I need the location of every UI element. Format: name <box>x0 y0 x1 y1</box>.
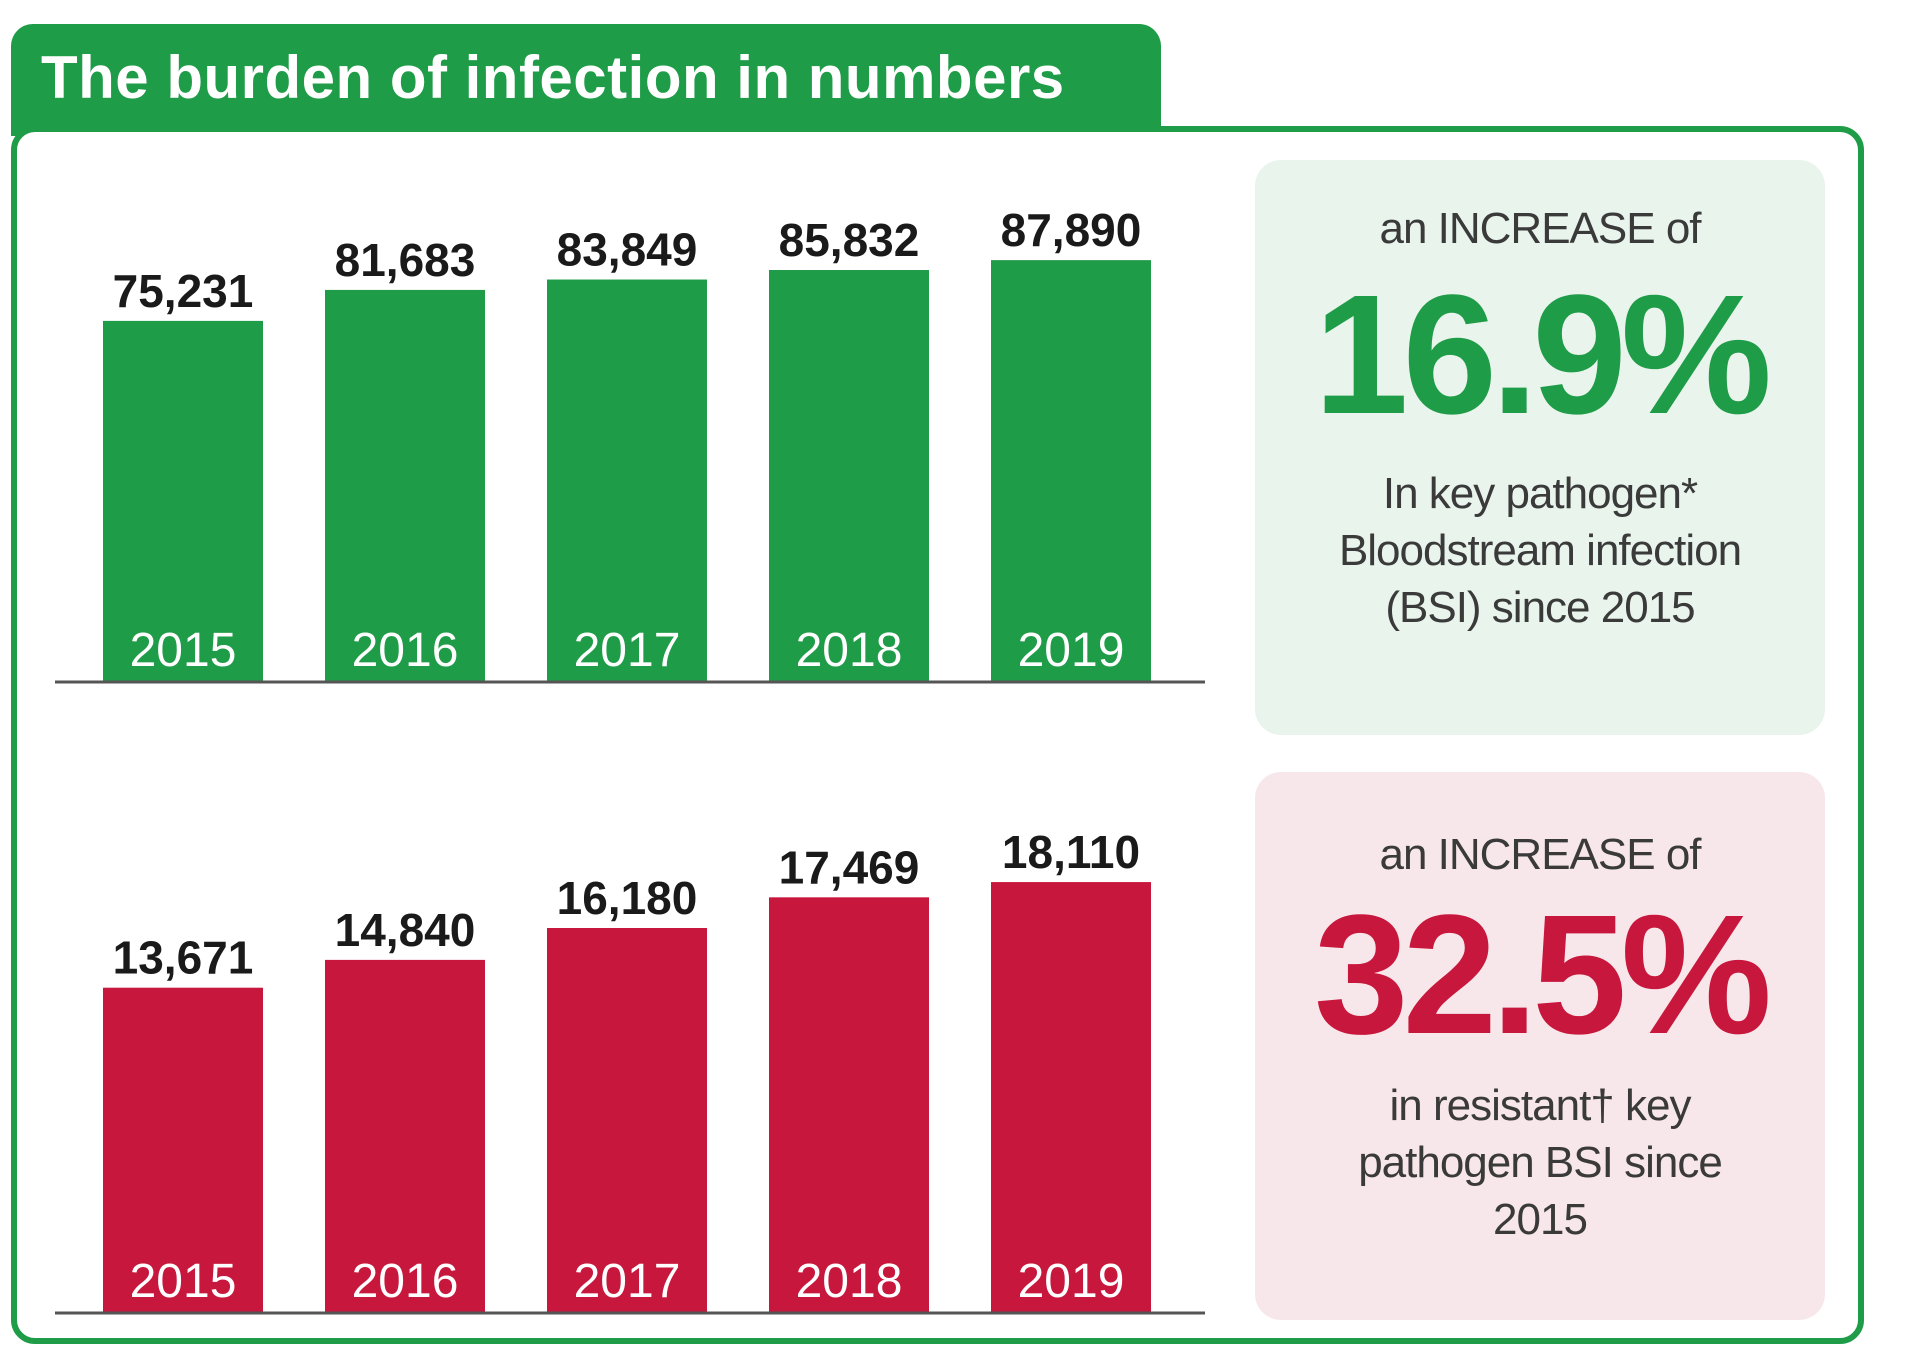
bar-2018 <box>769 897 929 1313</box>
stat-description: In key pathogen* Bloodstream infection (… <box>1295 465 1785 636</box>
stat-desc-line: in resistant† key <box>1389 1081 1692 1130</box>
title-tab: The burden of infection in numbers <box>11 24 1161 136</box>
category-label: 2016 <box>352 1255 459 1308</box>
stat-desc-line: 2015 <box>1493 1195 1588 1244</box>
bar-2016 <box>325 959 485 1313</box>
bar-2017 <box>547 927 707 1313</box>
bar-2018 <box>769 270 929 682</box>
bar-value-label: 83,849 <box>557 224 698 276</box>
bar-value-label: 18,110 <box>1002 826 1140 878</box>
bar-value-label: 75,231 <box>113 265 254 317</box>
category-label: 2018 <box>796 624 903 677</box>
bar-value-label: 17,469 <box>779 841 920 893</box>
page-title: The burden of infection in numbers <box>41 44 1065 111</box>
category-label: 2016 <box>352 624 459 677</box>
stat-panel-resistant-increase: an INCREASE of 32.5% in resistant† key p… <box>1255 772 1825 1320</box>
bar-value-label: 14,840 <box>335 904 476 956</box>
stat-desc-line: In key pathogen* <box>1382 469 1698 518</box>
stat-desc-line: Bloodstream infection <box>1338 526 1742 575</box>
bar-2019 <box>991 260 1151 682</box>
stat-desc-line: (BSI) since 2015 <box>1385 583 1695 632</box>
category-label: 2017 <box>574 1255 681 1308</box>
bar-value-label: 87,890 <box>1001 204 1142 256</box>
category-label: 2017 <box>574 624 681 677</box>
bar-2015 <box>103 320 263 682</box>
bar-2015 <box>103 987 263 1313</box>
bar-value-label: 13,671 <box>113 932 254 984</box>
category-label: 2019 <box>1018 624 1125 677</box>
bar-2017 <box>547 279 707 682</box>
category-label: 2019 <box>1018 1255 1125 1308</box>
bar-value-label: 85,832 <box>779 214 920 266</box>
stat-lead: an INCREASE of <box>1379 204 1701 253</box>
stat-lead: an INCREASE of <box>1379 830 1701 879</box>
stat-percentage: 32.5% <box>1313 880 1772 1070</box>
stat-panel-total-increase: an INCREASE of 16.9% In key pathogen* Bl… <box>1255 160 1825 735</box>
resistant-bsi-chart: 13,671 2015 14,840 2016 16,180 2017 17,469 2018… <box>55 826 1205 1315</box>
stat-desc-line: pathogen BSI since <box>1358 1138 1723 1187</box>
category-label: 2015 <box>130 624 237 677</box>
bar-value-label: 81,683 <box>335 234 476 286</box>
category-label: 2018 <box>796 1255 903 1308</box>
stat-description: in resistant† key pathogen BSI since 201… <box>1295 1077 1785 1248</box>
stat-percentage: 16.9% <box>1313 260 1772 450</box>
bar-2016 <box>325 289 485 682</box>
bsi-total-chart: 75,231 2015 81,683 2016 83,849 2017 85,832 2018… <box>55 204 1205 684</box>
category-label: 2015 <box>130 1255 237 1308</box>
bar-2019 <box>991 882 1151 1313</box>
bar-value-label: 16,180 <box>557 872 698 924</box>
